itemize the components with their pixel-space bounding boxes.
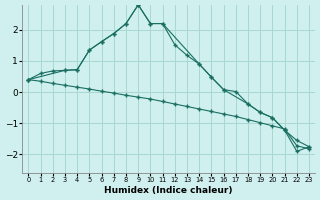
X-axis label: Humidex (Indice chaleur): Humidex (Indice chaleur) [104, 186, 233, 195]
